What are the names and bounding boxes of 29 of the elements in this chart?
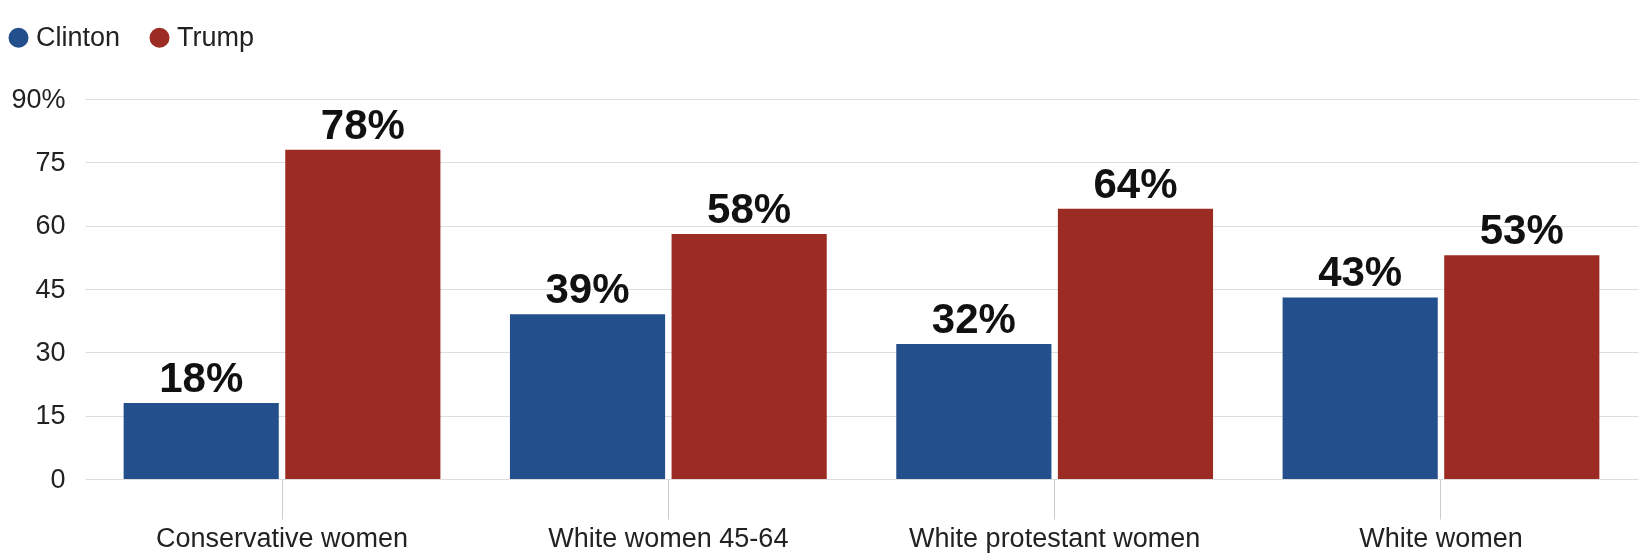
bar: [896, 343, 1052, 479]
x-tick-label: White women 45-64: [548, 522, 789, 553]
y-tick-label: 0: [50, 463, 66, 494]
data-label: 32%: [931, 294, 1016, 342]
bar: [285, 149, 441, 479]
y-tick-label: 60: [35, 210, 66, 241]
y-tick-label: 30: [35, 336, 66, 367]
data-label: 58%: [707, 185, 792, 233]
x-tick-label: White women: [1359, 522, 1523, 553]
x-tick-label: White protestant women: [909, 522, 1201, 553]
legend-label: Clinton: [36, 21, 121, 52]
bar: [123, 403, 279, 479]
y-tick-label: 45: [35, 273, 66, 304]
data-label: 78%: [320, 100, 405, 148]
y-tick-label: 90%: [11, 83, 66, 114]
data-label: 39%: [545, 265, 630, 313]
legend-label: Trump: [177, 21, 255, 52]
bar: [1282, 297, 1438, 479]
y-tick-label: 15: [35, 400, 66, 431]
data-label: 43%: [1318, 248, 1403, 296]
bar: [671, 234, 827, 479]
data-label: 53%: [1479, 206, 1564, 254]
bar: [509, 314, 666, 479]
data-label: 18%: [159, 354, 244, 401]
x-tick-label: Conservative women: [155, 522, 409, 553]
bar: [1444, 255, 1600, 479]
bar: [1057, 208, 1214, 479]
y-tick-label: 75: [35, 146, 66, 177]
data-label: 64%: [1093, 159, 1178, 207]
